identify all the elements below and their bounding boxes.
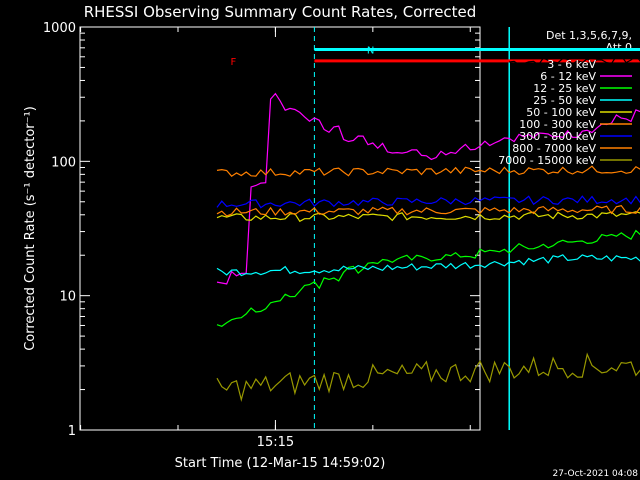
y-tick-label: 100 <box>51 155 76 170</box>
generation-timestamp: 27-Oct-2021 04:08 <box>553 469 639 479</box>
series-line-4 <box>216 211 640 223</box>
overlay-label-f: F <box>230 57 236 68</box>
legend-label-3: 25 - 50 keV <box>533 94 596 107</box>
x-axis-label: Start Time (12-Mar-15 14:59:02) <box>175 456 386 471</box>
legend-label-4: 50 - 100 keV <box>526 106 596 119</box>
overlay-label-n: N <box>367 45 374 56</box>
chart-title: RHESSI Observing Summary Count Rates, Co… <box>84 3 477 21</box>
y-tick-label: 10 <box>59 290 76 305</box>
x-tick-label: 15:15 <box>257 435 294 450</box>
legend-header-line-2: Att 0 <box>606 41 632 54</box>
y-tick-label: 1 <box>68 424 76 439</box>
legend-label-1: 6 - 12 keV <box>540 70 596 83</box>
legend-label-8: 7000 - 15000 keV <box>498 154 596 167</box>
series-line-0 <box>509 54 640 66</box>
series-line-6 <box>216 195 640 209</box>
series-line-1 <box>216 92 640 285</box>
legend-label-7: 800 - 7000 keV <box>512 142 596 155</box>
series-line-8 <box>216 352 640 402</box>
legend-label-5: 100 - 300 keV <box>519 118 596 131</box>
plot-frame <box>79 26 481 431</box>
series-line-7 <box>216 165 640 177</box>
series-line-2 <box>216 229 640 327</box>
legend-label-6: 300 - 800 keV <box>519 130 596 143</box>
y-axis-label: Corrected Count Rate (s⁻¹ detector⁻¹) <box>23 106 38 351</box>
series-line-5 <box>216 205 640 217</box>
legend-header-line-1: Det 1,3,5,6,7,9, <box>546 29 632 42</box>
legend-label-2: 12 - 25 keV <box>533 82 596 95</box>
y-tick-label: 1000 <box>43 21 76 36</box>
plot-area: 110100100015:0015:1515:3015:4516:0016:15… <box>43 21 640 450</box>
legend-label-0: 3 - 6 keV <box>547 58 596 71</box>
series-line-3 <box>216 254 640 277</box>
